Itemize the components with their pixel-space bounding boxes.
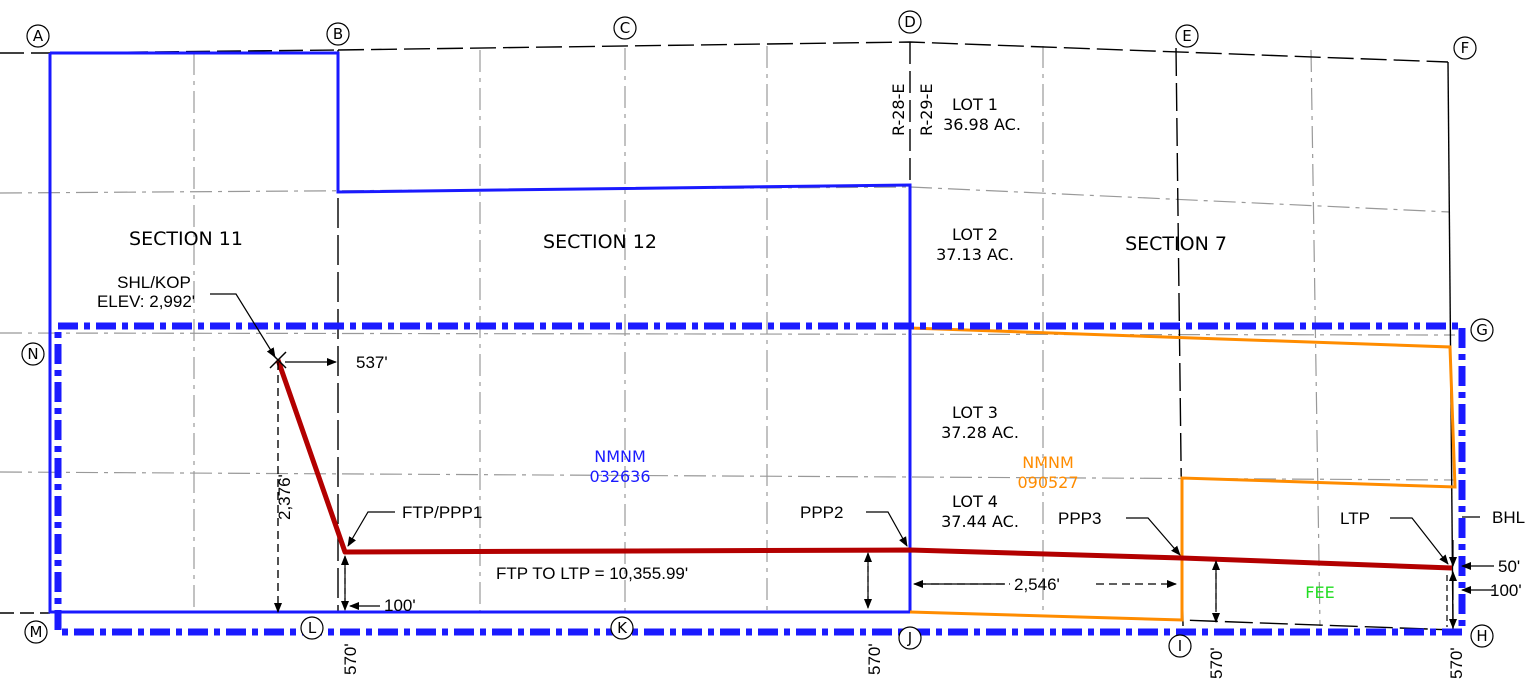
dim-50: 50' <box>1498 557 1520 576</box>
corner-e: E <box>1182 27 1191 45</box>
ppp2-label: PPP2 <box>800 503 843 522</box>
corner-d: D <box>904 13 916 31</box>
elev-label: ELEV: 2,992' <box>97 292 195 311</box>
range-east-label: R-29-E <box>917 84 936 136</box>
lease-blue-label-1: NMNM <box>594 447 646 466</box>
lease-blue-label-2: 032636 <box>589 467 650 486</box>
shl-symbol <box>269 351 287 369</box>
dim-100-ltp: 100' <box>1490 581 1522 600</box>
lot1-name: LOT 1 <box>952 95 998 114</box>
lot4-name: LOT 4 <box>952 492 998 511</box>
corner-a: A <box>33 27 44 45</box>
corner-g: G <box>1476 321 1488 339</box>
lot2-name: LOT 2 <box>952 225 998 244</box>
well-path <box>275 359 1453 571</box>
section-lines <box>0 41 1456 631</box>
corner-letters: A B C D E F G H I J K L M N <box>27 13 1487 655</box>
dim-2376: 2,376' <box>275 474 294 520</box>
spacing-unit-boundary <box>54 322 1466 636</box>
dim-570-j: 570' <box>865 643 884 675</box>
corner-n: N <box>27 345 38 363</box>
lot3-name: LOT 3 <box>952 403 998 422</box>
dimension-lines <box>274 358 1494 629</box>
lot3-area: 37.28 AC. <box>941 423 1019 442</box>
leader-lines <box>210 293 1449 565</box>
corner-j: J <box>907 629 912 647</box>
dim-2546: 2,546' <box>1014 575 1060 594</box>
dim-100-ftp: 100' <box>384 596 416 615</box>
corner-h: H <box>1476 627 1487 645</box>
lease-orange-label-2: 090527 <box>1017 473 1078 492</box>
dim-570-l: 570' <box>341 643 360 675</box>
corner-c: C <box>620 19 630 37</box>
shl-label: SHL/KOP <box>117 273 191 292</box>
lot2-area: 37.13 AC. <box>936 245 1014 264</box>
dim-570-h: 570' <box>1447 647 1466 679</box>
dim-537: 537' <box>356 353 388 372</box>
corner-b: B <box>333 25 343 43</box>
lateral-length-label: FTP TO LTP = 10,355.99' <box>496 564 688 583</box>
corner-l: L <box>308 619 317 637</box>
lot1-area: 36.98 AC. <box>943 115 1021 134</box>
corner-i: I <box>1178 637 1182 655</box>
corner-f: F <box>1461 39 1470 57</box>
ltp-label: LTP <box>1340 509 1370 528</box>
corner-markers <box>21 10 1494 658</box>
ppp3-label: PPP3 <box>1058 509 1101 528</box>
lot4-area: 37.44 AC. <box>941 512 1019 531</box>
bhl-label: BHL <box>1492 508 1525 527</box>
fee-label: FEE <box>1305 583 1334 602</box>
dim-570-i: 570' <box>1207 647 1226 679</box>
section-11-label: SECTION 11 <box>129 228 243 250</box>
corner-m: M <box>30 623 43 641</box>
section-7-label: SECTION 7 <box>1125 233 1227 255</box>
grid-lines <box>0 46 1456 627</box>
ftp-label: FTP/PPP1 <box>402 503 482 522</box>
corner-k: K <box>617 619 628 637</box>
section-12-label: SECTION 12 <box>543 231 657 253</box>
lease-nmnm-090527 <box>909 326 1457 622</box>
lease-nmnm-032636 <box>48 51 912 614</box>
range-west-label: R-28-E <box>889 84 908 136</box>
lease-orange-label-1: NMNM <box>1022 453 1074 472</box>
